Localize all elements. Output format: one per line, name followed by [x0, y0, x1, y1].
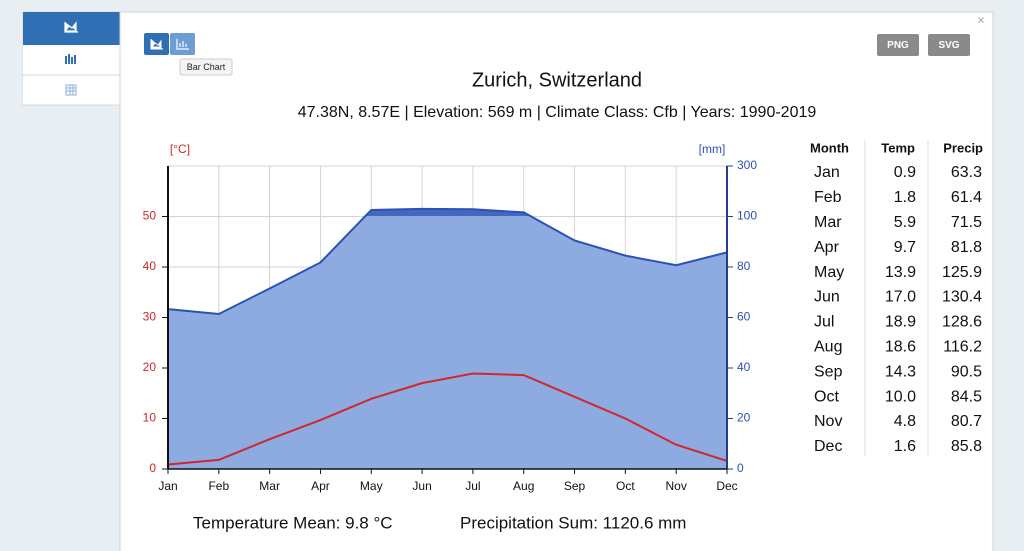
icon: [176, 39, 189, 50]
icon: [65, 54, 76, 64]
table-temp: 18.6: [885, 339, 916, 356]
table-temp: 4.8: [894, 413, 916, 430]
table-temp: 17.0: [885, 289, 916, 306]
table-month: Jan: [814, 164, 840, 181]
x-tick-label: May: [360, 479, 383, 493]
table-header: Month: [810, 140, 849, 155]
table-temp: 0.9: [894, 164, 916, 181]
y-tick-label: 40: [143, 259, 157, 273]
tooltip-text: Bar Chart: [187, 62, 226, 72]
table-month: Jun: [814, 289, 840, 306]
icon: [65, 84, 77, 96]
x-tick-label: Oct: [616, 479, 635, 493]
table-month: Jul: [814, 314, 834, 331]
y2-tick-label: 100: [737, 209, 757, 223]
x-tick-label: Apr: [311, 479, 330, 493]
y-tick-label: 0: [149, 461, 156, 475]
table-precip: 125.9: [942, 264, 982, 281]
png-button[interactable]: [877, 34, 919, 56]
table-temp: 10.0: [885, 388, 916, 405]
table-temp: 13.9: [885, 264, 916, 281]
temperature-mean: Temperature Mean: 9.8 °C: [193, 513, 393, 532]
table-month: Mar: [814, 214, 842, 231]
table-precip: 71.5: [951, 214, 982, 231]
y2-tick-label: 60: [737, 310, 751, 324]
button-label: SVG: [938, 40, 959, 51]
table-temp: 1.8: [894, 189, 916, 206]
table-precip: 61.4: [951, 189, 982, 206]
x-tick-label: Dec: [716, 479, 737, 493]
precipitation-area: [168, 208, 727, 469]
x-tick-label: Jun: [412, 479, 431, 493]
table-month: Oct: [814, 388, 839, 405]
table-precip: 130.4: [942, 289, 982, 306]
table-temp: 9.7: [894, 239, 916, 256]
y2-tick-label: 80: [737, 259, 751, 273]
table-precip: 80.7: [951, 413, 982, 430]
table-header: Temp: [881, 140, 915, 155]
y2-tick-label: 300: [737, 158, 757, 172]
y-tick-label: 10: [143, 411, 157, 425]
y-axis-label: [°C]: [170, 142, 190, 156]
y-tick-label: 20: [143, 360, 157, 374]
table-month: Sep: [814, 363, 843, 380]
tooltip: [179, 58, 233, 76]
button-label: PNG: [887, 40, 909, 51]
table-precip: 128.6: [942, 314, 982, 331]
y2-tick-label: 0: [737, 461, 744, 475]
table-header: Precip: [943, 140, 983, 155]
temperature-line: [167, 372, 728, 466]
table-month: May: [814, 264, 844, 281]
y2-tick-label: 40: [737, 360, 751, 374]
table-temp: 18.9: [885, 314, 916, 331]
sidebar-button-active[interactable]: [23, 12, 120, 45]
table-month: Nov: [814, 413, 842, 430]
icon: [64, 21, 78, 33]
y-tick-label: 50: [143, 209, 157, 223]
y2-axis-label: [mm]: [699, 142, 726, 156]
chart-title: Zurich, Switzerland: [472, 69, 642, 91]
x-tick-label: Jan: [158, 479, 177, 493]
table-precip: 90.5: [951, 363, 982, 380]
x-tick-label: Nov: [666, 479, 687, 493]
icon: [150, 39, 163, 50]
sidebar-button[interactable]: [23, 76, 120, 104]
table-month: Apr: [814, 239, 840, 256]
table-month: Aug: [814, 339, 842, 356]
y-tick-label: 30: [143, 310, 157, 324]
close-button[interactable]: ×: [977, 12, 985, 27]
table-month: Dec: [814, 438, 842, 455]
svg-button[interactable]: [928, 34, 970, 56]
x-tick-label: Aug: [513, 479, 534, 493]
table-precip: 116.2: [943, 339, 982, 356]
y2-tick-label: 20: [737, 411, 751, 425]
table-precip: 84.5: [951, 388, 982, 405]
table-precip: 81.8: [951, 239, 982, 256]
table-temp: 5.9: [894, 214, 916, 231]
table-month: Feb: [814, 189, 842, 206]
x-tick-label: Jul: [465, 479, 480, 493]
x-tick-label: Mar: [259, 479, 280, 493]
x-tick-label: Sep: [564, 479, 586, 493]
chart-subtitle: 47.38N, 8.57E | Elevation: 569 m | Clima…: [298, 104, 817, 121]
table-temp: 14.3: [885, 363, 916, 380]
table-temp: 1.6: [894, 438, 916, 455]
x-tick-label: Feb: [208, 479, 229, 493]
table-precip: 63.3: [951, 164, 982, 181]
table-precip: 85.8: [951, 438, 982, 455]
precipitation-sum: Precipitation Sum: 1120.6 mm: [460, 513, 686, 532]
precipitation-line: [167, 207, 728, 315]
